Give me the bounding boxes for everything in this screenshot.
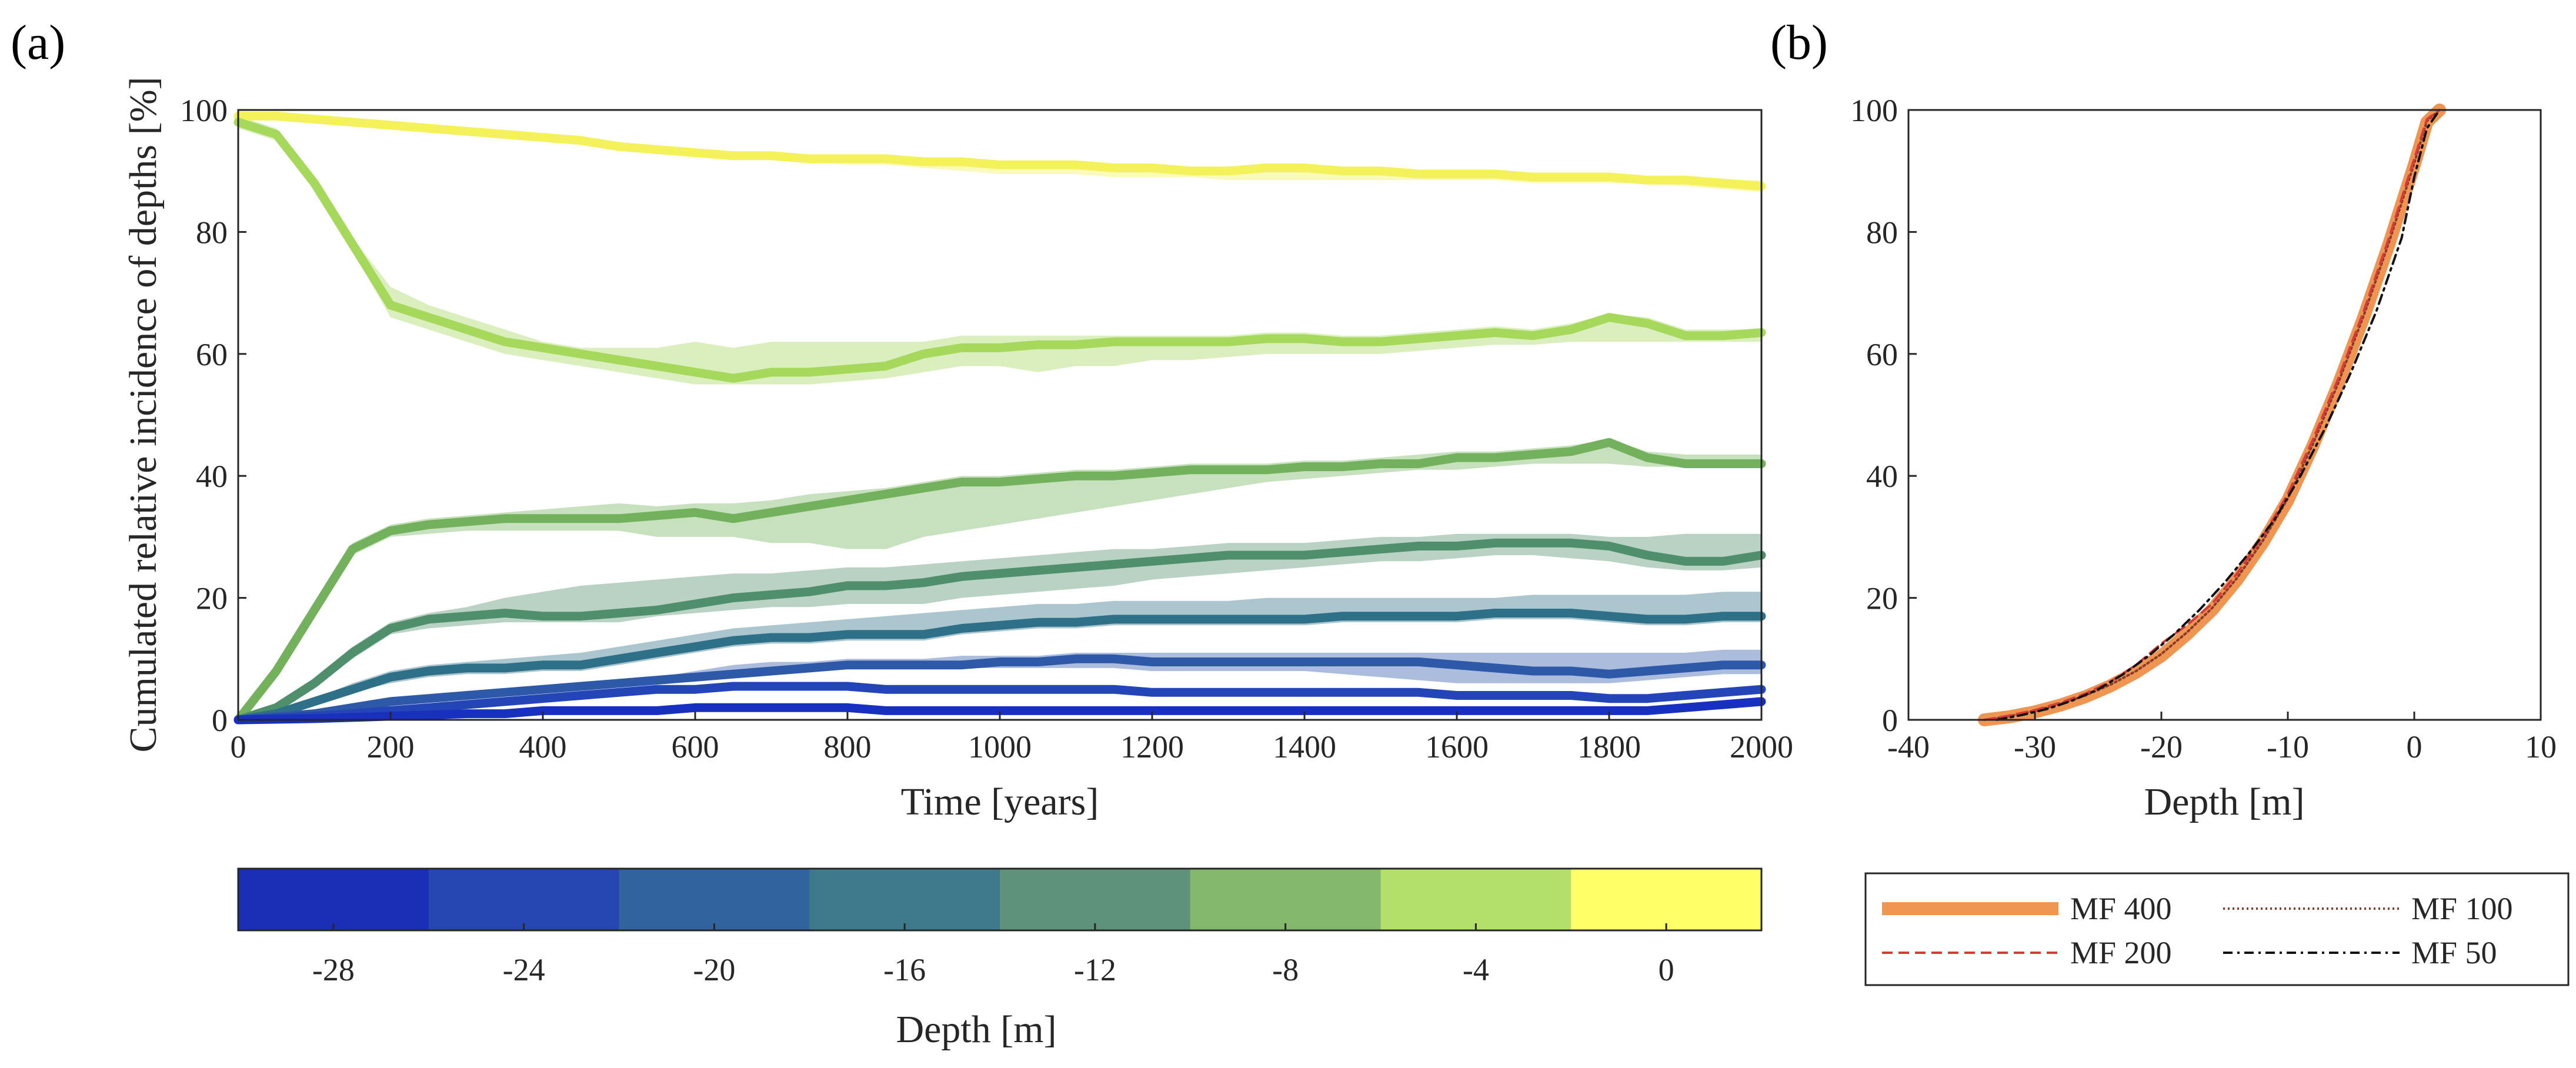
colorbar-cell — [238, 869, 429, 930]
legend-label: MF 100 — [2411, 891, 2513, 926]
y-tick-label: 20 — [196, 581, 228, 616]
colorbar-cells — [238, 869, 1762, 930]
colorbar-frame — [237, 867, 1763, 932]
y-tick-label: 20 — [1866, 581, 1898, 616]
line-mf-50 — [1996, 109, 2441, 721]
panel-b-x-ticks: -40 -30 -20 -10 0 10 — [1887, 712, 2557, 765]
y-tick-label: 0 — [1882, 703, 1898, 738]
y-tick-label: 60 — [1866, 337, 1898, 372]
colorbar-cell — [809, 869, 1000, 930]
colorbar-tick-label: -12 — [1074, 952, 1116, 987]
colorbar-tick-label: -16 — [883, 952, 926, 987]
panel-a-lines — [233, 111, 1766, 725]
line-depth-minus28 — [233, 697, 1766, 725]
colorbar-tick-label: 0 — [1659, 952, 1674, 987]
y-tick-label: 0 — [212, 703, 228, 738]
colorbar-tick-label: -8 — [1272, 952, 1299, 987]
y-tick-label: 100 — [180, 93, 228, 128]
line-depth-minus8 — [233, 438, 1766, 725]
x-tick-label: 400 — [519, 729, 567, 765]
legend-frame — [1864, 872, 2570, 986]
panel-a-y-label: Cumulated relative incidence of depths [… — [122, 76, 165, 752]
line-mf-400 — [1978, 104, 2446, 726]
panel-label-a: (a) — [11, 15, 65, 70]
band-depth-minus20 — [238, 649, 1761, 720]
line-depth-minus4 — [233, 118, 1766, 383]
x-tick-label: 1800 — [1577, 729, 1641, 765]
x-tick-label: 800 — [824, 729, 872, 765]
colorbar-ticks: -28 -24 -20 -16 -12 -8 -4 0 — [312, 923, 1674, 987]
x-tick-label: 10 — [2525, 729, 2557, 765]
x-tick-label: -40 — [1887, 729, 1930, 765]
y-tick-label: 80 — [196, 215, 228, 250]
x-tick-label: -20 — [2140, 729, 2183, 765]
colorbar-tick-label: -4 — [1463, 952, 1489, 987]
line-depth-0 — [233, 111, 1766, 191]
line-depth-minus12 — [233, 538, 1766, 725]
x-tick-label: 2000 — [1730, 729, 1793, 765]
panel-a-x-ticks: 0 200 400 600 800 1000 1200 1400 1600 1800 2000 — [231, 712, 1793, 765]
colorbar-tick-label: -20 — [693, 952, 735, 987]
line-depth-minus20 — [233, 654, 1766, 725]
band-depth-minus16 — [238, 592, 1761, 720]
y-tick-label: 40 — [1866, 459, 1898, 494]
panel-b-x-label: Depth [m] — [2144, 780, 2304, 823]
colorbar-label: Depth [m] — [896, 1008, 1056, 1051]
y-tick-label: 80 — [1866, 215, 1898, 250]
x-tick-label: 0 — [231, 729, 246, 765]
colorbar-cell — [1571, 869, 1762, 930]
line-depth-minus24 — [233, 682, 1766, 725]
legend-label: MF 50 — [2411, 935, 2497, 970]
legend-label: MF 400 — [2070, 891, 2172, 926]
colorbar-cell — [1000, 869, 1191, 930]
colorbar-cell — [619, 869, 810, 930]
y-tick-label: 60 — [196, 337, 228, 372]
panel-b-lines — [1978, 104, 2446, 726]
band-depth-minus8 — [238, 439, 1761, 720]
panel-a-y-ticks: 0 20 40 60 80 100 — [180, 93, 246, 738]
panel-label-b: (b) — [1770, 15, 1828, 70]
x-tick-label: 0 — [2407, 729, 2422, 765]
x-tick-label: 1000 — [968, 729, 1032, 765]
x-tick-label: 1200 — [1120, 729, 1184, 765]
line-mf-100 — [1983, 109, 2441, 721]
colorbar-tick-label: -24 — [503, 952, 545, 987]
legend-label: MF 200 — [2070, 935, 2172, 970]
panel-b-legend: MF 400 MF 100 MF 200 MF 50 — [1864, 872, 2570, 986]
panel-a-chart: 0 200 400 600 800 1000 1200 1400 1600 1800 2000 0 2… — [122, 76, 1793, 823]
x-tick-label: -10 — [2267, 729, 2309, 765]
y-tick-label: 40 — [196, 459, 228, 494]
colorbar-cell — [1190, 869, 1381, 930]
line-mf-200 — [1983, 109, 2441, 721]
line-depth-minus16 — [233, 609, 1766, 725]
x-tick-label: 1600 — [1425, 729, 1489, 765]
panel-b-chart: -40 -30 -20 -10 0 10 0 20 40 60 80 100 Depth [m] — [1850, 93, 2557, 823]
legend-items: MF 400 MF 100 MF 200 MF 50 — [1882, 891, 2513, 970]
panel-b-axes-box — [1907, 109, 2542, 721]
colorbar-cell — [428, 869, 619, 930]
panel-b-y-ticks: 0 20 40 60 80 100 — [1850, 93, 1917, 738]
y-tick-label: 100 — [1850, 93, 1898, 128]
x-tick-label: -30 — [2014, 729, 2056, 765]
x-tick-label: 200 — [367, 729, 415, 765]
panel-a-x-label: Time [years] — [901, 780, 1099, 823]
colorbar-tick-label: -28 — [312, 952, 355, 987]
colorbar: -28 -24 -20 -16 -12 -8 -4 0 Depth [m] — [237, 867, 1763, 1051]
x-tick-label: 600 — [672, 729, 719, 765]
colorbar-cell — [1380, 869, 1571, 930]
x-tick-label: 1400 — [1273, 729, 1336, 765]
